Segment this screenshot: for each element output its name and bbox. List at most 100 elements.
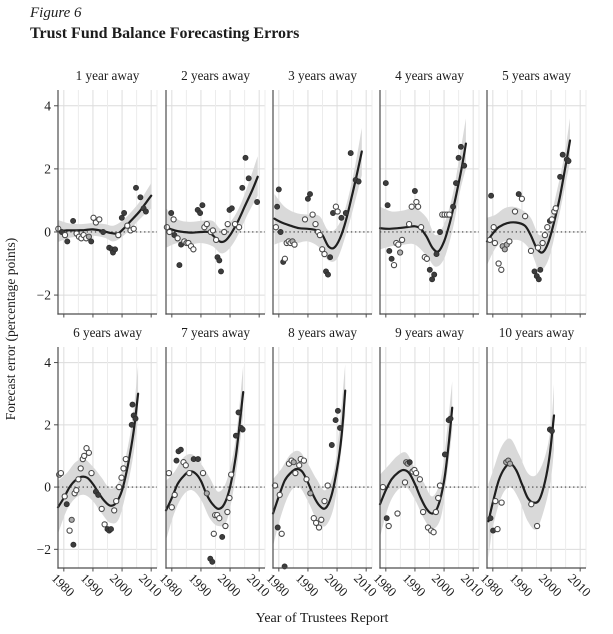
x-tick-label: 2000 xyxy=(107,571,136,600)
data-point xyxy=(142,208,149,215)
data-point xyxy=(506,238,513,245)
data-point xyxy=(300,457,308,464)
smoothed-curve xyxy=(271,389,347,515)
data-point xyxy=(88,469,95,477)
data-point xyxy=(537,266,544,273)
x-tick-label: 1980 xyxy=(157,571,186,600)
data-point xyxy=(218,268,224,275)
confidence-band xyxy=(58,365,139,534)
data-point xyxy=(274,524,281,531)
data-point xyxy=(70,541,77,548)
data-point xyxy=(66,527,73,534)
facet-panel-2: 2 years away xyxy=(163,68,266,318)
smoothed-curve xyxy=(378,406,454,515)
smoothed-curve xyxy=(164,391,245,512)
y-tick-label: 2 xyxy=(44,161,51,176)
data-point xyxy=(498,266,505,273)
data-point xyxy=(239,184,246,191)
data-point xyxy=(406,459,413,466)
data-point xyxy=(221,228,228,236)
data-point xyxy=(318,516,325,523)
figure-label: Figure 6 xyxy=(30,5,82,21)
data-point xyxy=(222,522,229,530)
x-tick-label: 1990 xyxy=(400,571,429,600)
x-tick-label: 2000 xyxy=(215,571,244,600)
data-point xyxy=(487,515,494,522)
smoothed-curve xyxy=(485,139,572,254)
data-point xyxy=(521,213,529,220)
data-point xyxy=(518,195,526,202)
data-point xyxy=(307,490,314,497)
data-point xyxy=(548,428,555,434)
data-point xyxy=(118,214,125,221)
data-point xyxy=(57,469,65,477)
data-point xyxy=(541,231,549,239)
data-point xyxy=(304,195,311,202)
data-point xyxy=(492,497,499,505)
data-point xyxy=(398,236,406,244)
data-point xyxy=(461,162,468,169)
data-point xyxy=(395,241,402,248)
facet-panel-1: 4 2 0 −2 1 year away xyxy=(37,68,158,318)
y-tick-label: 0 xyxy=(44,480,51,495)
data-point xyxy=(73,487,80,494)
data-point xyxy=(533,522,541,530)
data-point xyxy=(309,211,316,218)
x-tick-label: 1980 xyxy=(264,571,293,600)
data-point xyxy=(431,271,438,278)
data-point xyxy=(498,499,505,506)
y-tick-label: 0 xyxy=(44,224,51,239)
data-point xyxy=(491,239,499,247)
data-point xyxy=(235,409,242,416)
data-point xyxy=(408,203,415,210)
data-point xyxy=(495,260,502,267)
data-point xyxy=(528,501,535,508)
data-point xyxy=(120,465,127,472)
data-point xyxy=(224,220,231,228)
data-point xyxy=(85,233,93,240)
facet-panel-10: 1980 1990 2000 2010 10 years away xyxy=(478,325,594,600)
x-tick-label: 1980 xyxy=(371,571,400,600)
data-point xyxy=(228,471,235,478)
data-point xyxy=(490,224,497,231)
data-point xyxy=(450,203,457,210)
data-point xyxy=(315,524,323,531)
data-point xyxy=(190,246,197,253)
data-point xyxy=(81,452,88,460)
data-point xyxy=(432,508,440,516)
data-point xyxy=(219,533,226,540)
data-point xyxy=(559,151,566,158)
data-point xyxy=(453,180,459,187)
data-point xyxy=(115,231,122,239)
x-tick-label: 2010 xyxy=(565,571,594,600)
data-point xyxy=(419,508,427,516)
data-point xyxy=(506,460,514,467)
data-point xyxy=(186,469,193,477)
data-point xyxy=(137,194,144,201)
data-point xyxy=(195,456,201,463)
y-tick-label: 4 xyxy=(44,98,51,113)
data-point xyxy=(534,244,542,251)
data-point xyxy=(337,424,343,431)
data-point xyxy=(121,210,128,216)
data-point xyxy=(394,510,401,517)
data-point xyxy=(85,449,93,456)
data-point xyxy=(98,505,105,513)
smoothed-curve xyxy=(378,142,467,253)
data-point xyxy=(272,224,280,231)
data-point xyxy=(281,255,289,262)
data-point xyxy=(174,235,181,242)
data-point xyxy=(303,476,310,483)
data-point xyxy=(118,474,125,481)
data-point xyxy=(209,558,216,565)
data-point xyxy=(275,186,282,193)
data-point xyxy=(430,529,437,536)
facet-title: 5 years away xyxy=(502,68,571,83)
x-tick-label: 2000 xyxy=(536,571,565,600)
data-point xyxy=(199,469,207,477)
data-point xyxy=(486,236,494,244)
data-point xyxy=(384,202,391,209)
x-tick-label: 1990 xyxy=(293,571,322,600)
